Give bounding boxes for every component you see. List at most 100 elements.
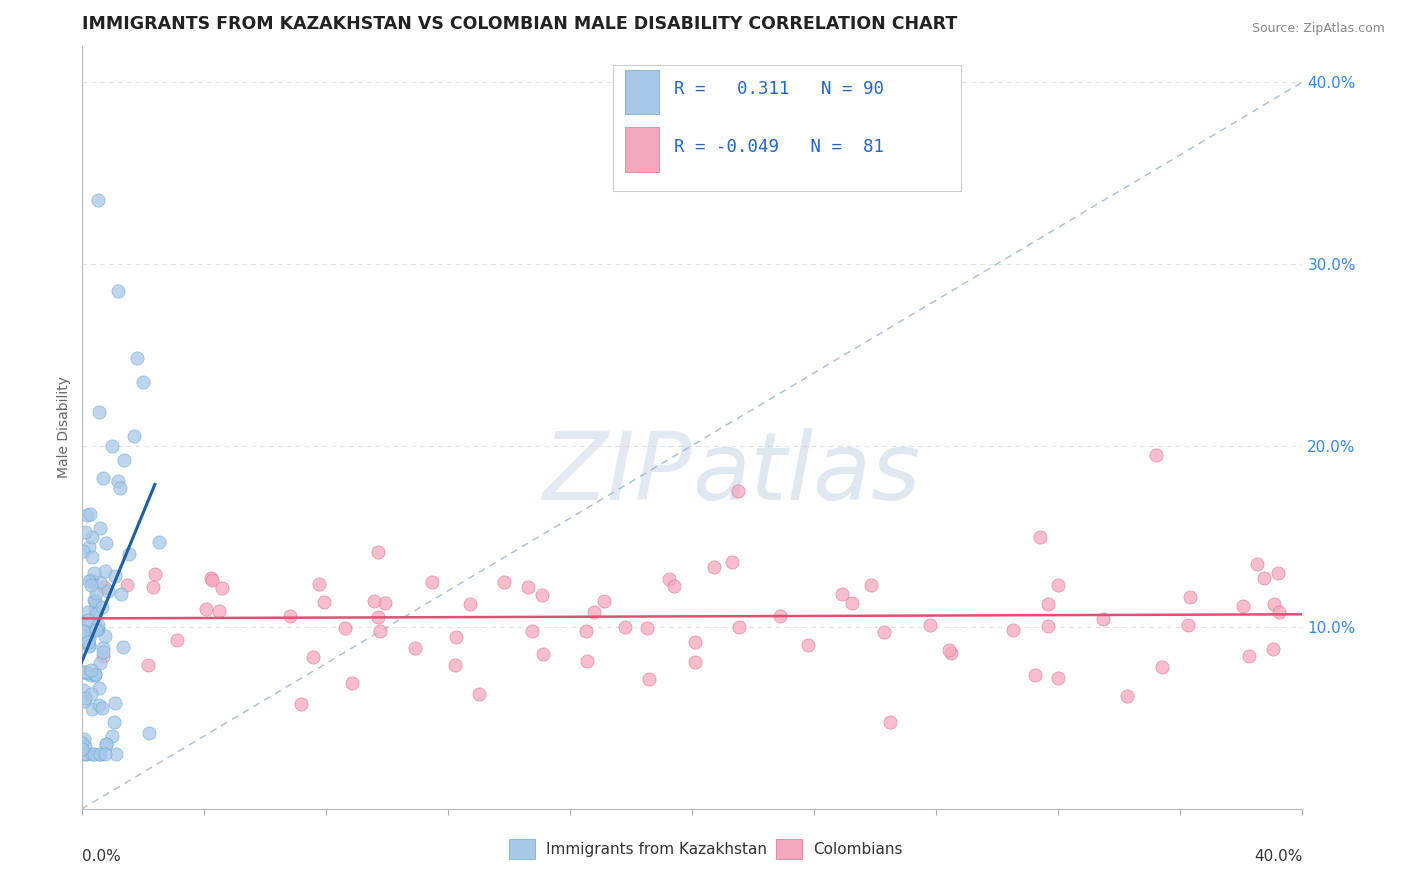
Point — [1152, 660, 1174, 674]
Point — [79, 574, 101, 589]
Point — [84, 594, 107, 608]
Point — [103, 714, 125, 729]
Point — [89, 575, 111, 590]
Point — [721, 556, 744, 570]
Point — [142, 580, 165, 594]
Point — [278, 609, 301, 624]
Point — [87, 698, 110, 713]
Point — [87, 618, 110, 632]
Point — [83, 566, 105, 580]
Point — [72, 742, 94, 756]
Point — [314, 595, 336, 609]
Point — [1268, 605, 1291, 619]
Point — [89, 521, 111, 535]
Point — [443, 658, 465, 673]
Point — [592, 594, 614, 608]
Text: Colombians: Colombians — [813, 842, 903, 856]
Point — [93, 648, 115, 663]
Point — [89, 747, 111, 762]
Point — [75, 665, 97, 679]
Point — [94, 535, 117, 549]
Point — [420, 575, 443, 590]
Point — [73, 732, 96, 747]
Point — [90, 701, 112, 715]
Point — [1144, 448, 1167, 462]
Point — [86, 623, 108, 637]
Point — [94, 564, 117, 578]
Point — [80, 550, 103, 565]
Point — [517, 580, 540, 594]
Point — [87, 193, 110, 207]
Point — [1263, 597, 1285, 611]
Point — [136, 657, 159, 672]
Text: R =   0.311   N = 90: R = 0.311 N = 90 — [673, 80, 884, 98]
Point — [101, 438, 124, 452]
Point — [367, 545, 389, 559]
Point — [522, 624, 544, 639]
Point — [727, 483, 749, 498]
Point — [340, 676, 363, 690]
Point — [1253, 571, 1275, 585]
Point — [101, 729, 124, 743]
Point — [87, 622, 110, 636]
Point — [662, 579, 685, 593]
Point — [582, 605, 605, 619]
Point — [84, 602, 107, 616]
Point — [105, 747, 128, 762]
Point — [110, 587, 132, 601]
Point — [1178, 590, 1201, 604]
Point — [79, 624, 101, 639]
Point — [80, 663, 103, 677]
Point — [111, 640, 134, 654]
FancyBboxPatch shape — [624, 70, 659, 114]
Point — [194, 602, 217, 616]
Point — [91, 645, 114, 659]
Point — [79, 508, 101, 522]
Point — [290, 697, 312, 711]
Point — [89, 656, 111, 670]
Point — [84, 668, 107, 682]
Point — [77, 605, 100, 619]
Point — [94, 747, 117, 762]
Point — [80, 747, 103, 762]
Point — [77, 613, 100, 627]
Point — [83, 592, 105, 607]
Point — [118, 547, 141, 561]
Point — [79, 541, 101, 555]
Point — [637, 672, 659, 686]
Point — [104, 696, 127, 710]
Point — [208, 604, 231, 618]
Point — [94, 629, 117, 643]
Point — [94, 737, 117, 751]
Point — [80, 687, 103, 701]
Point — [94, 737, 117, 751]
Point — [115, 578, 138, 592]
Point — [124, 429, 146, 443]
Text: 40.0%: 40.0% — [1254, 849, 1302, 864]
Point — [73, 694, 96, 708]
Point — [75, 739, 97, 753]
Point — [468, 687, 491, 701]
Point — [1237, 648, 1260, 663]
Point — [80, 625, 103, 640]
Point — [77, 640, 100, 654]
Point — [531, 588, 554, 602]
FancyBboxPatch shape — [613, 65, 960, 191]
Point — [80, 668, 103, 682]
Point — [446, 630, 468, 644]
Point — [797, 638, 820, 652]
Point — [125, 351, 148, 366]
Point — [575, 654, 598, 668]
Point — [87, 405, 110, 419]
Point — [83, 666, 105, 681]
Point — [918, 617, 941, 632]
Point — [302, 649, 325, 664]
Point — [97, 584, 120, 599]
Point — [166, 632, 188, 647]
Point — [613, 620, 636, 634]
Point — [1232, 599, 1254, 613]
Point — [1029, 530, 1052, 544]
Text: R = -0.049   N =  81: R = -0.049 N = 81 — [673, 138, 884, 156]
Point — [75, 747, 97, 762]
Point — [404, 641, 426, 656]
